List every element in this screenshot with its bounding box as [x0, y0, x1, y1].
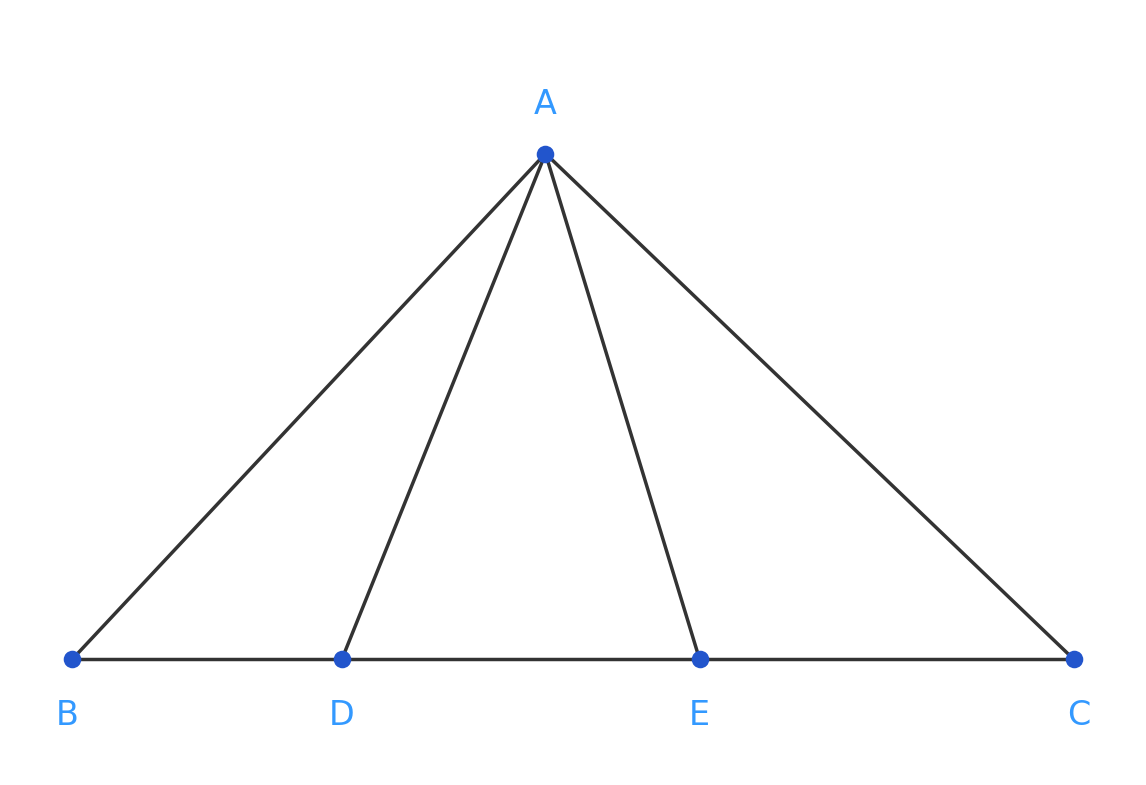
- Text: D: D: [329, 699, 355, 732]
- Point: [536, 148, 555, 160]
- Point: [332, 653, 351, 666]
- Text: B: B: [55, 699, 78, 732]
- Text: E: E: [689, 699, 711, 732]
- Text: C: C: [1067, 699, 1091, 732]
- Point: [690, 653, 708, 666]
- Point: [63, 653, 81, 666]
- Point: [1065, 653, 1083, 666]
- Text: A: A: [534, 88, 557, 121]
